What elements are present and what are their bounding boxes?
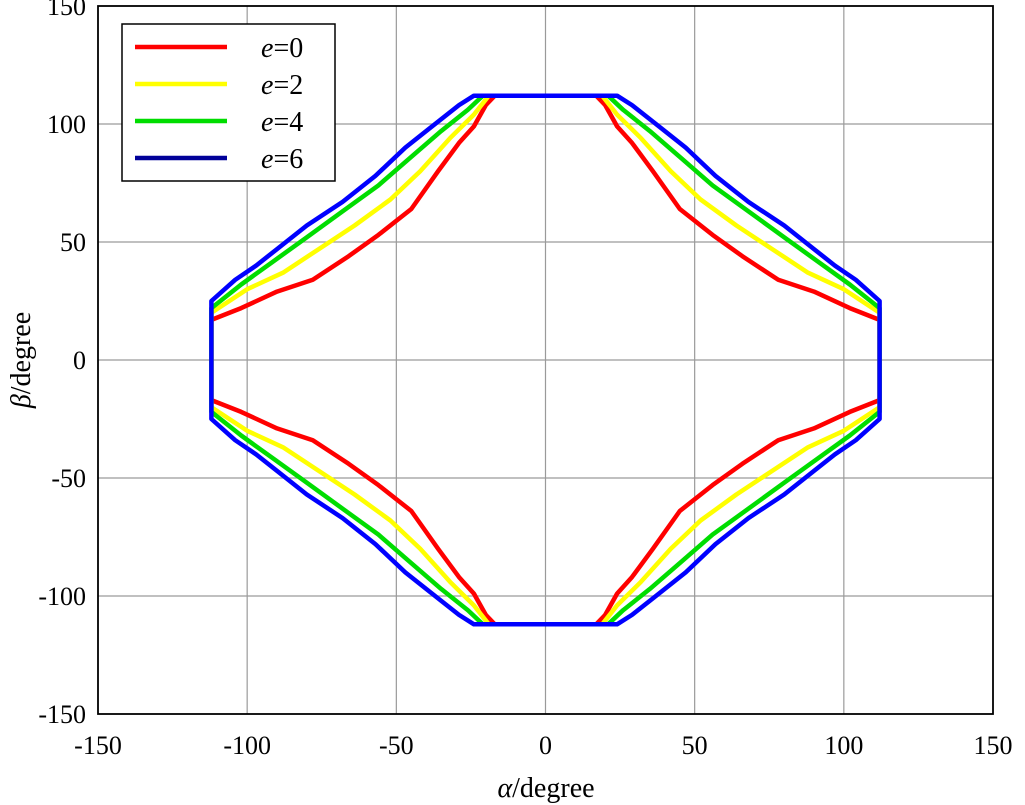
- series-group: [209, 93, 882, 627]
- legend-label-e0: e=0: [261, 33, 303, 64]
- y-tick-label: -100: [38, 582, 86, 611]
- legend: e=0 e=2 e=4 e=6: [121, 23, 336, 182]
- x-tick-label: -50: [379, 731, 414, 760]
- x-tick-label: 50: [682, 731, 708, 760]
- x-axis-label: α/degree: [497, 773, 594, 804]
- y-tick-label: -150: [38, 700, 86, 729]
- y-axis-label: β/degree: [6, 312, 37, 409]
- x-tick-label: 100: [824, 731, 863, 760]
- y-tick-label: 100: [47, 110, 86, 139]
- x-tick-label: 0: [539, 731, 552, 760]
- x-tick-label: 150: [974, 731, 1013, 760]
- plot-frame: [97, 5, 994, 715]
- legend-box: [121, 23, 336, 182]
- x-tick-label: -100: [223, 731, 271, 760]
- legend-label-e2: e=2: [261, 70, 303, 101]
- grid: [98, 6, 993, 714]
- legend-label-e6: e=6: [261, 144, 303, 175]
- y-tick-label: 0: [73, 346, 86, 375]
- y-tick-label: 50: [60, 228, 86, 257]
- y-tick-label: 150: [47, 0, 86, 21]
- legend-label-e4: e=4: [261, 107, 303, 138]
- series-line-e6: [209, 93, 882, 627]
- tick-labels: -150 -100 -50 0 50 100 150 -150 -100 -50 0 50 100 150: [38, 0, 1012, 760]
- y-tick-label: -50: [51, 464, 86, 493]
- x-tick-label: -150: [74, 731, 122, 760]
